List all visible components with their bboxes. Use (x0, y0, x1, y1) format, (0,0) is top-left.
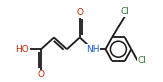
Text: Cl: Cl (138, 56, 147, 65)
Text: NH: NH (86, 45, 99, 54)
Text: HO: HO (16, 45, 29, 54)
Text: O: O (76, 8, 83, 17)
Text: O: O (38, 70, 45, 79)
Text: Cl: Cl (120, 7, 129, 16)
